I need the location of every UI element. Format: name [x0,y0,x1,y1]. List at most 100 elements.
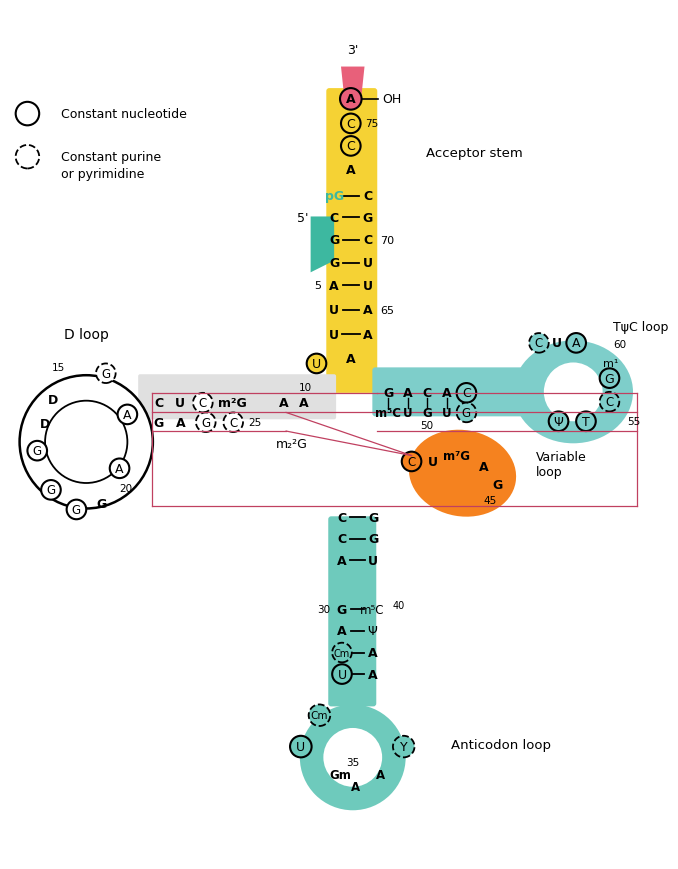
Text: D: D [47,394,58,407]
Text: G: G [329,256,339,269]
Text: G: G [33,445,42,458]
Text: Cm: Cm [334,647,350,658]
Circle shape [566,334,586,354]
Text: 55: 55 [627,417,641,427]
Circle shape [576,412,596,432]
Text: Y: Y [400,740,407,753]
Circle shape [341,137,361,156]
Circle shape [41,481,61,500]
Text: or pyrimidine: or pyrimidine [61,168,144,181]
Text: G: G [462,407,471,420]
Text: U: U [176,396,185,409]
Text: Constant purine: Constant purine [61,151,161,164]
Circle shape [16,103,39,126]
Circle shape [117,405,137,425]
Text: loop: loop [536,465,563,478]
Text: A: A [330,279,339,292]
Text: G: G [368,511,378,524]
Text: G: G [422,407,432,420]
Text: G: G [154,416,164,429]
Text: 5: 5 [315,281,321,291]
Text: m₂²G: m₂²G [276,438,308,451]
Text: U: U [442,407,452,420]
Text: U: U [312,357,321,370]
Text: U: U [338,667,346,680]
Text: D: D [40,417,50,430]
Circle shape [110,459,129,479]
Text: m⁵C: m⁵C [360,603,384,616]
Text: U: U [428,455,438,468]
Text: m⁵C: m⁵C [375,407,401,420]
Text: Gm: Gm [329,768,351,781]
Text: G: G [97,497,107,510]
Circle shape [224,413,243,433]
Text: A: A [346,163,355,176]
Text: 30: 30 [317,605,330,614]
Text: 65: 65 [380,305,394,315]
Circle shape [290,736,312,758]
Circle shape [529,334,549,354]
Text: A: A [337,625,346,638]
Text: U: U [368,554,378,567]
Text: C: C [346,117,355,130]
Text: 25: 25 [248,418,262,428]
Text: C: C [346,140,355,153]
Text: C: C [330,212,339,225]
Text: Ψ: Ψ [367,625,377,638]
Text: Cm: Cm [311,711,328,720]
Text: C: C [229,416,237,429]
Text: U: U [403,407,412,420]
Text: U: U [363,279,372,292]
Text: C: C [363,190,372,203]
Text: U: U [296,740,305,753]
Text: A: A [346,93,355,106]
Circle shape [332,665,352,684]
Text: G: G [362,212,373,225]
Circle shape [196,413,216,433]
Circle shape [27,441,47,461]
Text: G: G [493,479,503,492]
Text: A: A [363,328,372,342]
Text: A: A [337,554,346,567]
Text: C: C [363,235,372,247]
Text: C: C [422,387,432,400]
Text: Variable: Variable [536,450,586,463]
Circle shape [393,736,414,758]
Text: A: A [299,396,308,409]
Text: TψC loop: TψC loop [614,321,669,334]
Circle shape [402,452,421,472]
Circle shape [549,412,568,432]
Text: A: A [176,416,185,429]
Text: A: A [351,780,360,793]
Text: D loop: D loop [64,328,108,342]
Text: U: U [329,328,339,342]
Text: 60: 60 [614,340,626,349]
Text: 45: 45 [483,495,496,505]
Text: Constant nucleotide: Constant nucleotide [61,108,186,121]
Circle shape [544,363,603,421]
Text: 50: 50 [420,421,434,431]
Text: G: G [605,372,614,385]
Text: C: C [535,337,543,350]
Text: 5': 5' [297,212,308,225]
Text: G: G [101,368,111,381]
Text: Ψ: Ψ [554,415,563,428]
Text: A: A [115,462,124,475]
Text: C: C [407,455,416,468]
Text: OH: OH [382,93,401,106]
Circle shape [193,394,213,413]
Circle shape [300,705,405,810]
Circle shape [456,383,476,403]
Text: T: T [582,415,590,428]
Text: C: C [338,533,346,546]
Text: A: A [442,387,452,400]
FancyBboxPatch shape [326,89,377,394]
Text: 70: 70 [380,235,395,246]
Text: Anticodon loop: Anticodon loop [451,739,551,752]
Text: 15: 15 [52,363,65,373]
Text: 10: 10 [299,382,313,393]
Circle shape [340,89,361,110]
Text: C: C [338,511,346,524]
Ellipse shape [513,341,633,444]
Text: A: A [376,768,384,781]
